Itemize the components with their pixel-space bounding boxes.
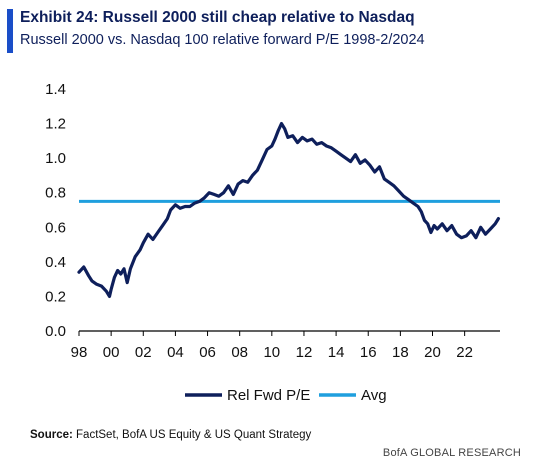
x-tick-label: 18 — [392, 344, 409, 361]
x-axis-ticks: 98 00 02 04 06 08 10 12 14 16 18 20 22 — [71, 344, 473, 361]
y-axis-ticks: 0.0 0.2 0.4 0.6 0.8 1.0 1.2 1.4 — [45, 81, 66, 340]
x-tick-label: 20 — [424, 344, 441, 361]
title-accent-bar — [7, 9, 13, 53]
x-tick-label: 00 — [103, 344, 120, 361]
y-tick-label: 1.2 — [45, 116, 66, 133]
y-tick-label: 1.4 — [45, 81, 66, 98]
source-text: FactSet, BofA US Equity & US Quant Strat… — [72, 429, 312, 441]
rel-fwd-pe-line — [77, 121, 500, 298]
legend-label-rel-fwd-pe: Rel Fwd P/E — [227, 387, 310, 404]
y-tick-label: 1.0 — [45, 150, 66, 167]
x-tick-label: 04 — [167, 344, 184, 361]
x-tick-label: 10 — [263, 344, 280, 361]
x-tick-label: 08 — [231, 344, 248, 361]
y-tick-label: 0.8 — [45, 185, 66, 202]
source-note: Source: FactSet, BofA US Equity & US Qua… — [30, 429, 311, 441]
legend: Rel Fwd P/E Avg — [185, 387, 387, 404]
research-credit: BofA GLOBAL RESEARCH — [382, 447, 521, 459]
source-label: Source: — [30, 429, 73, 441]
y-tick-label: 0.2 — [45, 288, 66, 305]
y-tick-label: 0.0 — [45, 323, 66, 340]
x-tick-label: 06 — [199, 344, 216, 361]
x-tick-label: 12 — [296, 344, 313, 361]
x-tick-label: 22 — [456, 344, 473, 361]
x-axis-tick-marks — [78, 331, 466, 336]
legend-label-avg: Avg — [361, 387, 387, 404]
y-tick-label: 0.6 — [45, 219, 66, 236]
chart-title: Exhibit 24: Russell 2000 still cheap rel… — [20, 9, 415, 26]
x-tick-label: 02 — [135, 344, 152, 361]
y-tick-label: 0.4 — [45, 254, 66, 271]
x-tick-label: 14 — [328, 344, 345, 361]
chart-subtitle: Russell 2000 vs. Nasdaq 100 relative for… — [20, 32, 425, 48]
x-tick-label: 98 — [71, 344, 88, 361]
x-tick-label: 16 — [360, 344, 377, 361]
